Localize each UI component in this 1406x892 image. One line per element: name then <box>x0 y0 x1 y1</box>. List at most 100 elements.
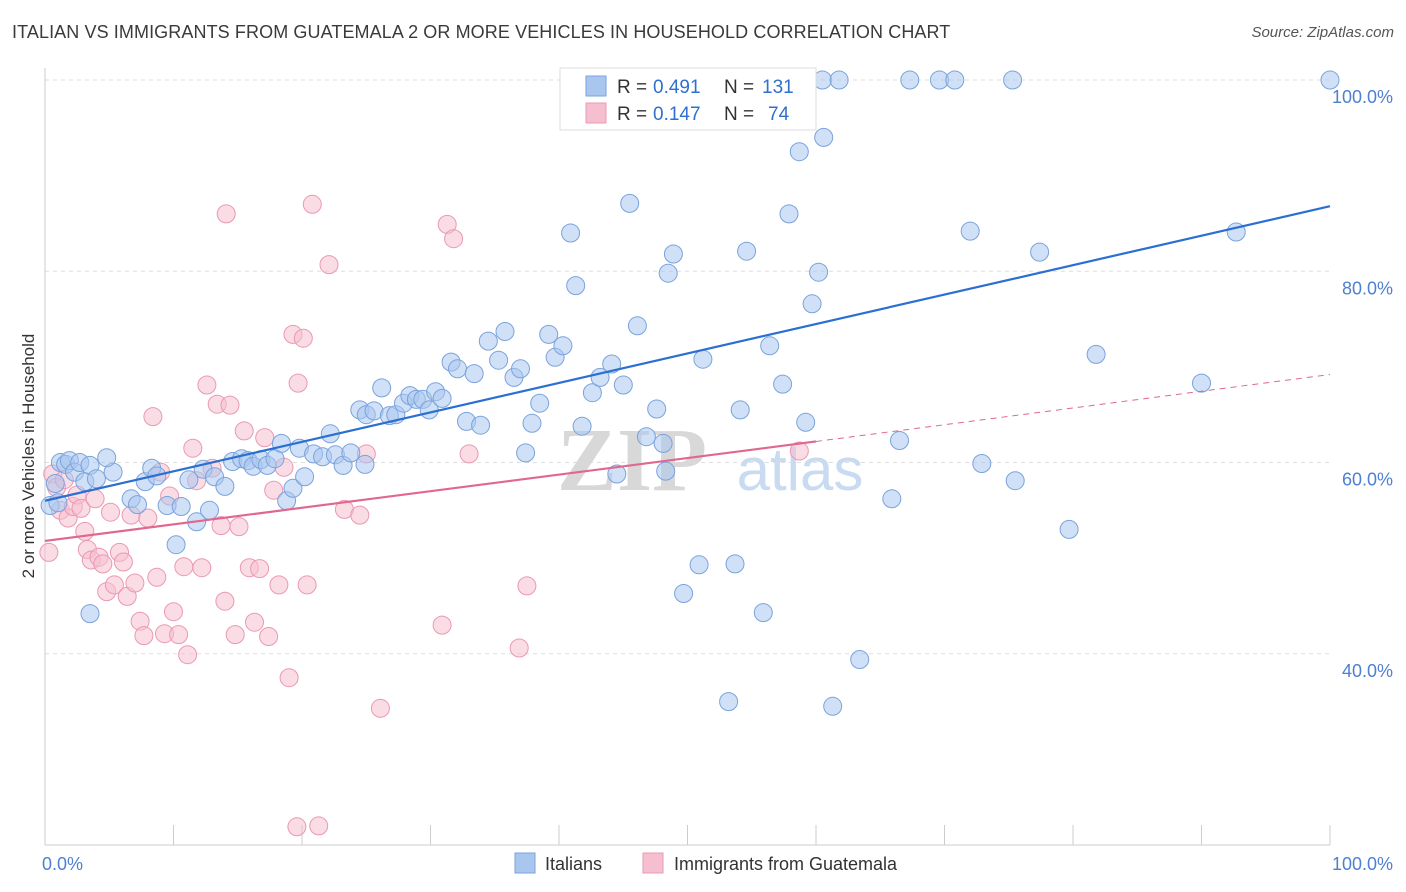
data-point <box>478 331 498 351</box>
bottom-legend-label-italians: Italians <box>545 854 602 874</box>
data-point <box>319 255 339 275</box>
watermark: ZIP atlas <box>557 411 863 510</box>
data-point <box>495 322 515 341</box>
bottom-legend-swatch-guatemala <box>642 852 664 874</box>
legend-n-label-1: N = <box>724 77 754 98</box>
data-point <box>658 263 678 283</box>
data-point <box>464 364 484 384</box>
data-point <box>730 400 750 420</box>
data-point <box>225 625 245 645</box>
data-point <box>215 591 235 611</box>
data-point <box>125 573 145 593</box>
data-point <box>174 557 194 577</box>
bottom-legend-swatch-italians <box>514 852 536 874</box>
legend-n-label-2: N = <box>724 104 754 125</box>
data-point <box>530 393 550 413</box>
data-point <box>674 584 694 603</box>
data-point <box>509 638 529 658</box>
data-point <box>271 433 291 453</box>
data-point <box>283 478 303 498</box>
data-point <box>653 433 673 453</box>
data-point <box>432 615 452 635</box>
y-axis-title: 2 or more Vehicles in Household <box>19 334 38 579</box>
data-point <box>561 223 581 243</box>
data-point <box>229 517 249 537</box>
y-tick-label: 100.0% <box>1332 87 1393 107</box>
data-point <box>582 383 602 403</box>
data-point <box>197 375 217 395</box>
data-point <box>779 204 799 224</box>
x-tick-labels: 0.0% 100.0% <box>42 854 1393 874</box>
top-legend: R = 0.491 N = 131 R = 0.147 N = 74 <box>559 67 817 131</box>
series-guatemala-points <box>39 194 809 837</box>
data-point <box>823 696 843 716</box>
data-point <box>945 70 965 90</box>
data-point <box>39 542 59 562</box>
data-point <box>1030 242 1050 262</box>
legend-r-label-2: R = <box>617 104 647 125</box>
data-point <box>1086 344 1106 364</box>
data-point <box>192 558 212 578</box>
series-italians-points <box>40 70 1340 716</box>
y-tick-label: 80.0% <box>1342 278 1393 298</box>
data-point <box>86 469 106 489</box>
data-point <box>566 276 586 296</box>
data-point <box>432 388 452 408</box>
data-point <box>972 454 992 473</box>
data-point <box>297 575 317 595</box>
data-point <box>753 603 773 623</box>
legend-n-value-2: 74 <box>768 104 790 125</box>
data-point <box>539 324 559 344</box>
data-point <box>97 448 117 468</box>
data-point <box>607 464 627 484</box>
data-point <box>737 241 757 261</box>
data-point <box>850 650 870 669</box>
data-point <box>269 575 289 595</box>
data-point <box>279 668 299 688</box>
data-point <box>1059 519 1079 539</box>
data-point <box>613 375 633 395</box>
data-point <box>215 476 235 496</box>
data-point <box>796 412 816 432</box>
trendline-guatemala-1 <box>44 440 817 543</box>
data-point <box>663 244 683 264</box>
x-tick-label: 0.0% <box>42 854 83 874</box>
data-point <box>309 816 329 836</box>
y-tick-label: 60.0% <box>1342 470 1393 490</box>
data-point <box>636 427 656 447</box>
y-tick-labels: 40.0% 60.0% 80.0% 100.0% <box>1332 87 1393 681</box>
legend-n-value-1: 131 <box>762 77 794 98</box>
data-point <box>200 500 219 520</box>
data-point <box>350 505 370 525</box>
data-point <box>293 328 313 348</box>
data-point <box>789 441 809 461</box>
data-point <box>45 474 65 493</box>
data-point <box>882 489 902 509</box>
legend-swatch-guatemala <box>585 102 607 124</box>
data-point <box>171 497 191 516</box>
data-point <box>444 229 464 249</box>
data-point <box>1320 70 1340 90</box>
data-point <box>693 349 713 369</box>
data-point <box>789 142 809 162</box>
data-point <box>234 421 254 441</box>
data-point <box>448 359 467 379</box>
data-point <box>802 294 822 314</box>
data-point <box>128 495 147 515</box>
bottom-legend-label-guatemala: Immigrants from Guatemala <box>674 854 898 874</box>
trendlines <box>44 205 1331 543</box>
data-point <box>245 612 264 632</box>
chart-source: Source: ZipAtlas.com <box>1251 24 1394 41</box>
trendline-italians-0 <box>44 205 1331 502</box>
data-point <box>489 350 509 370</box>
data-point <box>183 438 203 458</box>
data-point <box>93 554 113 574</box>
data-point <box>216 204 236 224</box>
data-point <box>80 604 100 624</box>
data-point <box>143 407 163 427</box>
legend-r-value-1: 0.491 <box>653 77 701 98</box>
data-point <box>101 502 120 522</box>
data-point <box>1192 373 1211 393</box>
data-point <box>259 627 279 646</box>
